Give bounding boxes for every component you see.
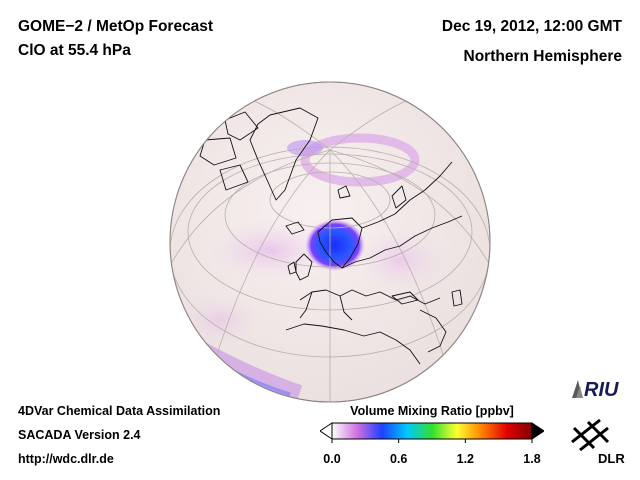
colorbar-left-arrow [320, 422, 333, 440]
species-level-title: ClO at 55.4 hPa [18, 42, 131, 59]
svg-text:RIU: RIU [584, 379, 619, 401]
graticule [170, 94, 490, 402]
svg-text:DLR: DLR [598, 451, 625, 466]
dlr-logo: DLR [571, 418, 625, 466]
colorbar-tick-label: 1.8 [523, 452, 541, 466]
colorbar-tick-label: 0.0 [323, 452, 341, 466]
colorbar-tick-label: 0.6 [389, 452, 408, 466]
coastlines [199, 107, 463, 365]
footer-url[interactable]: http://wdc.dlr.de [18, 452, 114, 466]
colorbar-title: Volume Mixing Ratio [ppbv] [350, 404, 514, 418]
footer-method: 4DVar Chemical Data Assimilation [18, 404, 221, 418]
colorbar [320, 422, 544, 443]
riu-logo: RIU [572, 379, 619, 401]
colorbar-ramp [331, 422, 533, 440]
colorbar-tick-label: 1.2 [456, 452, 475, 466]
hemisphere-title: Northern Hemisphere [463, 48, 622, 65]
date-time-title: Dec 19, 2012, 12:00 GMT [441, 18, 622, 35]
colorbar-right-arrow [531, 422, 544, 440]
footer-version: SACADA Version 2.4 [18, 428, 141, 442]
product-title: GOME−2 / MetOp Forecast [18, 18, 214, 35]
